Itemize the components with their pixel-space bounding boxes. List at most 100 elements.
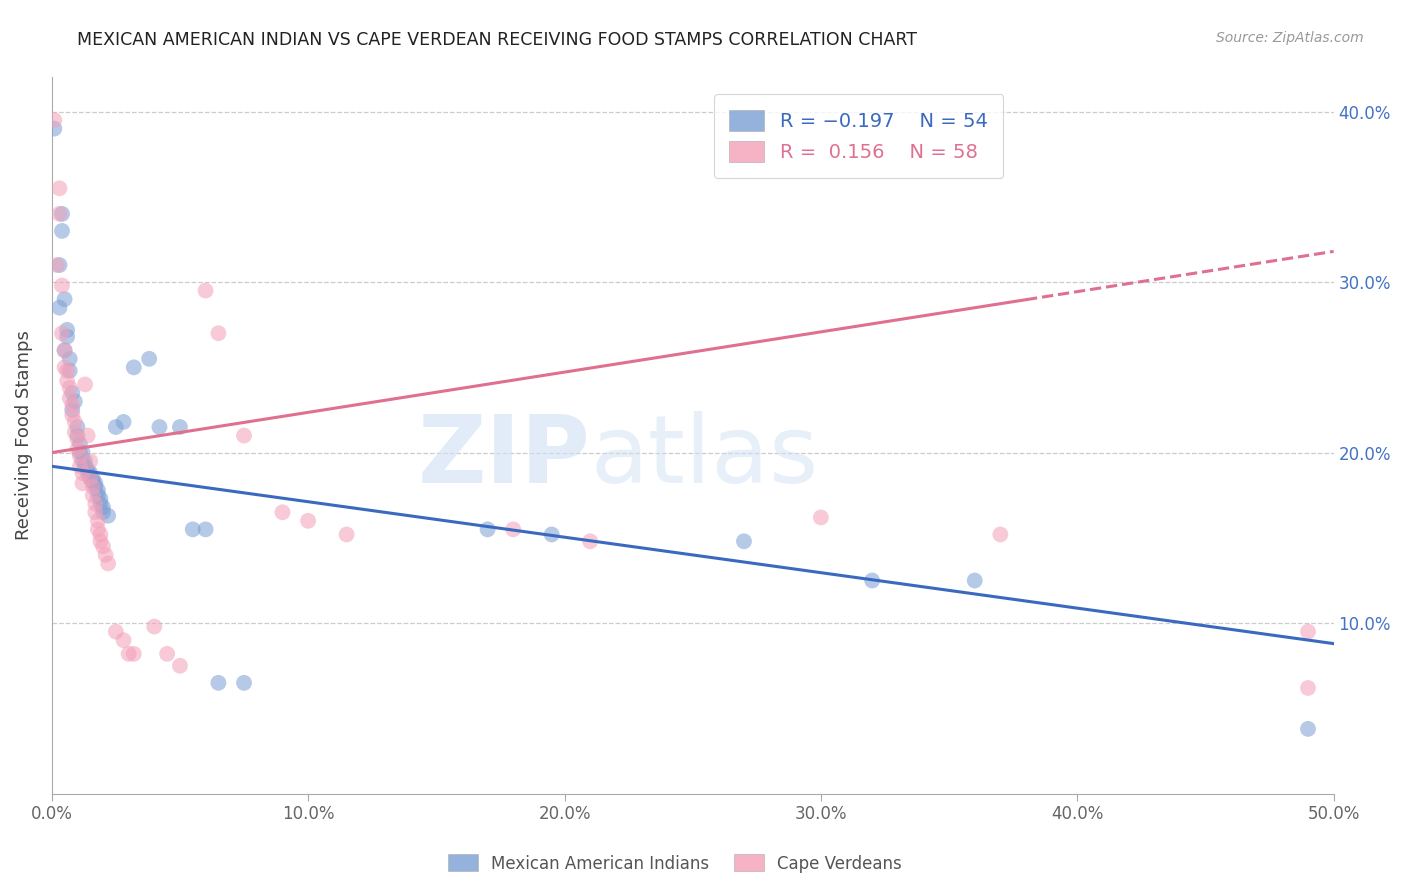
Point — [75, 377, 97, 392]
Point — [53, 343, 76, 358]
Point — [207, 676, 229, 690]
Point — [91, 540, 114, 554]
Point — [59, 391, 82, 405]
Point — [51, 278, 73, 293]
Point — [87, 514, 110, 528]
Point — [118, 647, 141, 661]
Point — [97, 508, 120, 523]
Point — [87, 522, 110, 536]
Text: atlas: atlas — [591, 411, 818, 503]
Point — [84, 480, 107, 494]
Legend: Mexican American Indians, Cape Verdeans: Mexican American Indians, Cape Verdeans — [441, 847, 908, 880]
Point — [297, 514, 319, 528]
Point — [89, 491, 111, 506]
Point — [84, 497, 107, 511]
Point — [271, 505, 294, 519]
Point — [84, 476, 107, 491]
Point — [51, 326, 73, 341]
Legend: R = −0.197    N = 54, R =  0.156    N = 58: R = −0.197 N = 54, R = 0.156 N = 58 — [714, 95, 1004, 178]
Text: ZIP: ZIP — [418, 411, 591, 503]
Point — [194, 522, 217, 536]
Point — [181, 522, 204, 536]
Point — [579, 534, 602, 549]
Point — [169, 658, 191, 673]
Point — [89, 497, 111, 511]
Point — [56, 364, 79, 378]
Point — [82, 480, 104, 494]
Point — [45, 258, 67, 272]
Point — [66, 428, 89, 442]
Point — [79, 471, 101, 485]
Point — [48, 181, 70, 195]
Point — [82, 475, 104, 489]
Point — [79, 454, 101, 468]
Point — [69, 459, 91, 474]
Point — [1296, 624, 1319, 639]
Point — [82, 488, 104, 502]
Point — [148, 420, 170, 434]
Point — [66, 442, 89, 457]
Text: MEXICAN AMERICAN INDIAN VS CAPE VERDEAN RECEIVING FOOD STAMPS CORRELATION CHART: MEXICAN AMERICAN INDIAN VS CAPE VERDEAN … — [77, 31, 917, 49]
Point — [51, 224, 73, 238]
Point — [112, 633, 135, 648]
Point — [72, 445, 94, 459]
Point — [56, 329, 79, 343]
Point — [122, 360, 145, 375]
Point — [112, 415, 135, 429]
Point — [60, 408, 83, 422]
Point — [60, 403, 83, 417]
Point — [156, 647, 179, 661]
Point — [63, 394, 86, 409]
Point — [63, 415, 86, 429]
Point — [477, 522, 499, 536]
Point — [53, 343, 76, 358]
Point — [56, 374, 79, 388]
Point — [66, 432, 89, 446]
Point — [72, 476, 94, 491]
Point — [87, 483, 110, 497]
Point — [69, 445, 91, 459]
Point — [72, 466, 94, 480]
Point — [82, 471, 104, 485]
Point — [540, 527, 562, 541]
Point — [59, 364, 82, 378]
Point — [44, 121, 66, 136]
Point — [75, 454, 97, 468]
Point — [76, 466, 98, 480]
Point — [53, 360, 76, 375]
Point — [143, 619, 166, 633]
Point — [60, 385, 83, 400]
Text: Source: ZipAtlas.com: Source: ZipAtlas.com — [1216, 31, 1364, 45]
Point — [97, 557, 120, 571]
Point — [91, 500, 114, 515]
Point — [59, 381, 82, 395]
Point — [51, 207, 73, 221]
Point — [169, 420, 191, 434]
Point — [336, 527, 359, 541]
Point — [87, 488, 110, 502]
Point — [733, 534, 755, 549]
Point — [1296, 722, 1319, 736]
Point — [79, 471, 101, 485]
Point — [1296, 681, 1319, 695]
Point — [79, 466, 101, 480]
Point — [963, 574, 986, 588]
Point — [69, 449, 91, 463]
Point — [72, 454, 94, 468]
Point — [56, 323, 79, 337]
Point — [233, 428, 256, 442]
Y-axis label: Receiving Food Stamps: Receiving Food Stamps — [15, 331, 32, 541]
Point — [66, 420, 89, 434]
Point — [104, 420, 127, 434]
Point — [59, 351, 82, 366]
Point — [48, 258, 70, 272]
Point — [63, 425, 86, 439]
Point — [988, 527, 1011, 541]
Point — [194, 284, 217, 298]
Point — [84, 505, 107, 519]
Point — [44, 113, 66, 128]
Point — [122, 647, 145, 661]
Point — [207, 326, 229, 341]
Point — [48, 207, 70, 221]
Point — [89, 534, 111, 549]
